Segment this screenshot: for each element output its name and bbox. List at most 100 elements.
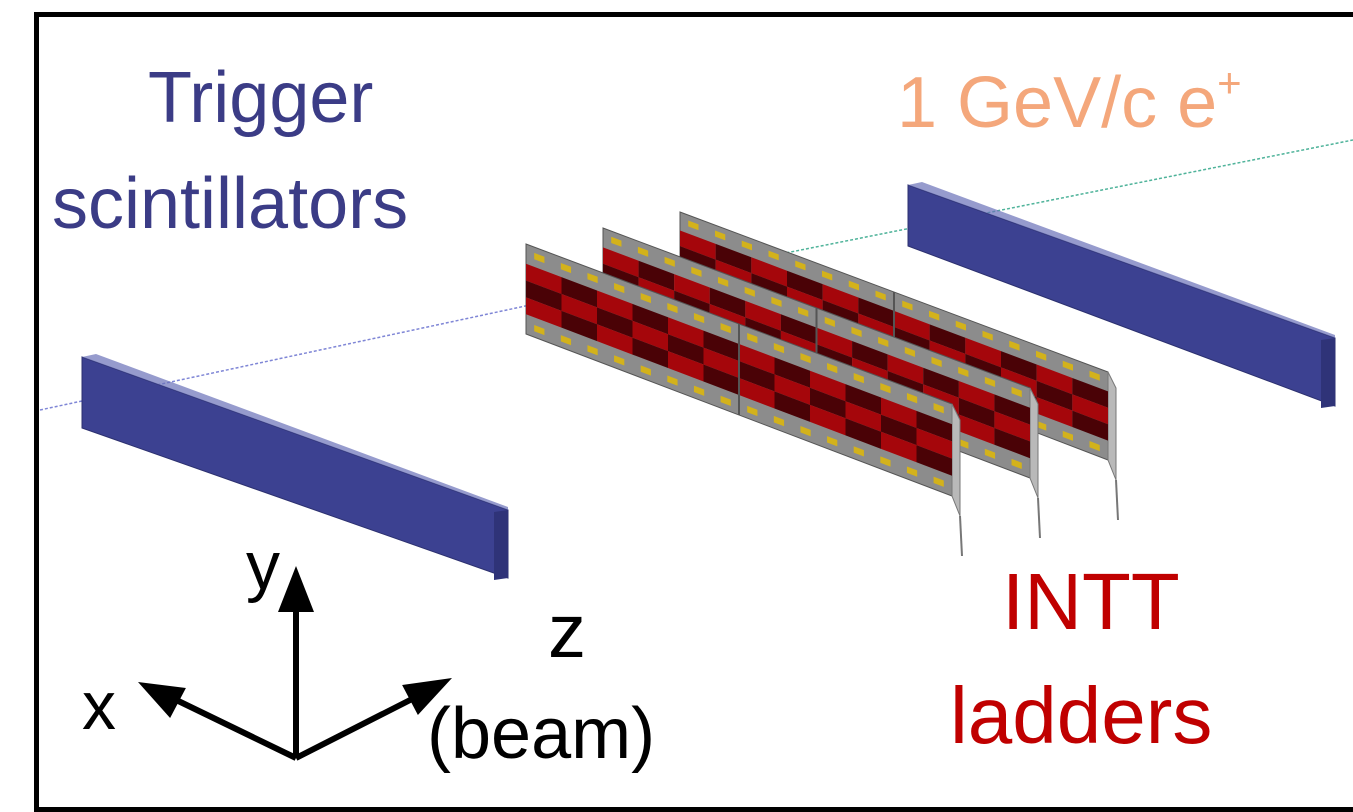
readout-chip [982,330,993,341]
readout-chip [741,240,753,251]
readout-chip [955,320,967,331]
readout-chip [560,335,572,346]
sensor-cell [958,414,995,445]
beam-particle-main: 1 GeV/c e [897,63,1218,143]
readout-chip [693,312,705,324]
readout-chip [933,476,944,487]
intt-label-line2: ladders [950,671,1213,760]
sensor-cell [916,428,952,459]
sensor-cell [780,314,817,345]
readout-chip [667,302,678,314]
readout-chip [773,415,785,427]
axis-beam-label: (beam) [427,694,656,774]
readout-chip [800,353,811,364]
beam-particle-charge: + [1217,59,1242,106]
detector-scene [39,139,1353,761]
readout-chip [902,300,913,311]
sensor-cell [994,394,1030,425]
axis-x-label: x [82,668,116,744]
sensor-cell [845,401,881,432]
readout-chip [827,363,838,374]
readout-chip [640,365,651,376]
readout-chip [720,395,731,406]
scintillator-front-edge [494,510,508,580]
ladder-end-flap [951,403,961,517]
sensor-cell [1036,364,1073,395]
scintillator-front-top [82,354,508,510]
sensor-cell [703,330,739,362]
sensor-cell [745,300,781,331]
sensor-cell [774,357,810,388]
sensor-cell [526,280,562,311]
sensor-cell [751,257,787,287]
readout-chip [848,280,860,291]
readout-chip [637,246,649,257]
sensor-cell [810,387,846,419]
readout-chip [800,426,811,437]
sensor-cell [715,243,752,274]
sensor-cell [668,351,704,382]
sensor-cell [994,427,1030,459]
axis-y-label: y [246,528,280,604]
sensor-cell [703,347,739,378]
sensor-cell [632,337,668,369]
beam-particle-label: 1 GeV/c e+ [897,59,1242,140]
sensor-cell [810,370,846,402]
sensor-cell [561,294,597,325]
ladder-end-flap [1029,387,1039,499]
readout-chip [744,286,755,297]
readout-chip [560,262,572,274]
sensor-cell [597,324,633,355]
readout-chip [984,448,996,459]
readout-chip [928,310,940,321]
sensor-cell [923,367,959,398]
sensor-cell [632,320,668,352]
sensor-cell [929,324,966,354]
readout-chip [853,373,864,384]
sensor-cell [526,263,562,295]
sensor-cell [674,274,710,304]
readout-chip [795,260,806,271]
scintillator-front-face [81,356,509,579]
sensor-cell [774,374,810,405]
readout-chip [906,466,918,477]
sensor-cell [965,337,1001,368]
sensor-cell [787,270,823,301]
readout-chip [931,356,942,368]
intt-label-line1: INTT [1002,557,1180,646]
readout-chip [1009,340,1020,351]
readout-chip [821,270,833,281]
sensor-cell [526,297,562,328]
readout-chip [747,332,758,344]
sensor-cell [916,445,952,476]
sensor-cell [1072,410,1108,441]
readout-chip [1011,386,1022,398]
readout-chip [587,345,598,356]
sensor-cell [739,361,775,392]
sensor-cell [680,230,716,260]
readout-chip [773,343,785,354]
sensor-cell [638,260,675,291]
sensor-cell [810,404,846,436]
sensor-cell [709,287,746,318]
readout-chip [984,376,996,388]
axis-z-line [294,693,420,761]
readout-chip [1035,350,1047,361]
readout-chip [693,385,705,396]
sensor-cell [1072,394,1108,425]
axis-x-line [166,693,298,761]
ladder-stand [1115,479,1119,521]
readout-chip [611,236,622,247]
sensor-cell [668,334,704,365]
readout-chip [587,272,598,284]
sensor-cell [822,284,859,314]
sensor-cell [561,310,597,342]
readout-chip [1062,430,1074,441]
sensor-cell [958,397,995,428]
sensor-cell [887,354,924,385]
sensor-cell [561,277,597,308]
readout-chip [717,276,729,287]
trigger-scintillator-back [907,182,1336,408]
sensor-cell [958,381,995,412]
scintillator-back-edge [1321,338,1335,408]
